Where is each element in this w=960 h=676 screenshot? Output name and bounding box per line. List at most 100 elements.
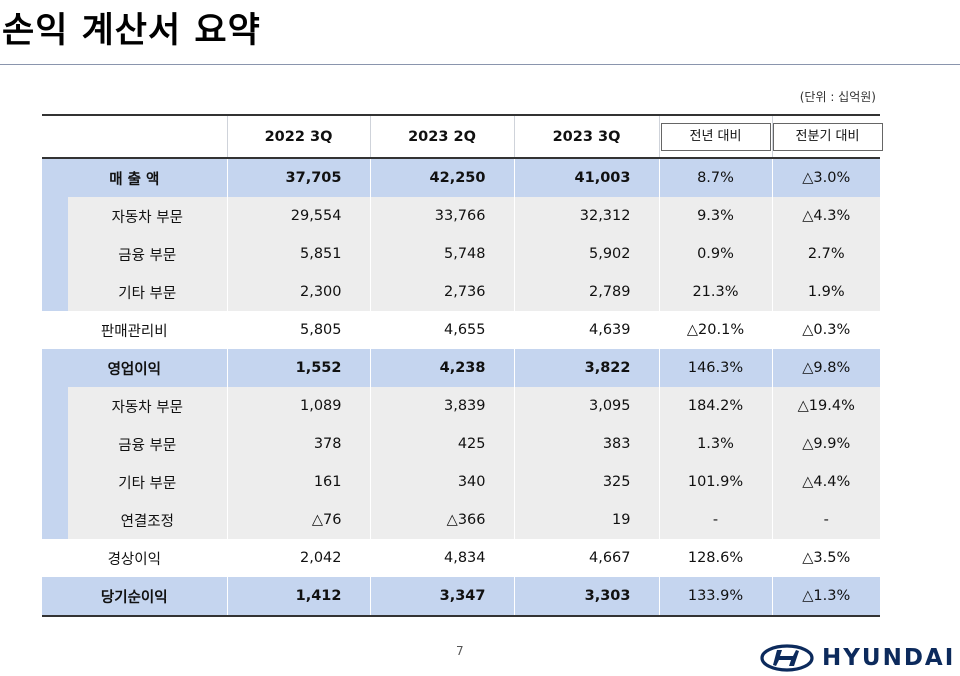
cell-yoy: 8.7% xyxy=(658,158,772,197)
cell-qoq: △19.4% xyxy=(771,387,880,425)
row-label: 기타 부문 xyxy=(68,463,227,501)
cell-qoq: 1.9% xyxy=(771,273,880,311)
income-statement-table: 2022 3Q 2023 2Q 2023 3Q 전년 대비 전분기 대비 매 출… xyxy=(42,114,883,617)
header-2022-3q: 2022 3Q xyxy=(226,115,370,158)
table-row: 자동차 부문 1,089 3,839 3,095 184.2% △19.4% xyxy=(42,387,880,425)
unit-label: (단위 : 십억원) xyxy=(799,90,876,104)
title-divider xyxy=(0,64,960,65)
cell-value: 3,303 xyxy=(513,577,659,616)
cell-yoy: 184.2% xyxy=(658,387,772,425)
table-row: 금융 부문 378 425 383 1.3% △9.9% xyxy=(42,425,880,463)
cell-qoq: △4.3% xyxy=(771,197,880,235)
cell-value: 33,766 xyxy=(369,197,514,235)
table-row-ordinary-profit: 경상이익 2,042 4,834 4,667 128.6% △3.5% xyxy=(42,539,880,577)
row-label: 기타 부문 xyxy=(68,273,227,311)
cell-value: 42,250 xyxy=(369,158,514,197)
cell-qoq: △3.0% xyxy=(771,158,880,197)
cell-yoy: 0.9% xyxy=(658,235,772,273)
row-label: 경상이익 xyxy=(42,539,227,577)
header-empty-cell xyxy=(42,115,227,158)
cell-value: 1,552 xyxy=(226,349,370,387)
header-yoy: 전년 대비 xyxy=(658,115,772,158)
cell-value: 3,095 xyxy=(513,387,659,425)
table-row: 기타 부문 161 340 325 101.9% △4.4% xyxy=(42,463,880,501)
row-label: 당기순이익 xyxy=(42,577,227,616)
cell-value: 4,655 xyxy=(369,311,514,349)
table-row-net-income: 당기순이익 1,412 3,347 3,303 133.9% △1.3% xyxy=(42,577,880,616)
row-stub xyxy=(42,273,68,311)
cell-value: 1,412 xyxy=(226,577,370,616)
table-row-revenue: 매 출 액 37,705 42,250 41,003 8.7% △3.0% xyxy=(42,158,880,197)
cell-yoy: 9.3% xyxy=(658,197,772,235)
row-label: 매 출 액 xyxy=(42,158,227,197)
cell-value: 5,851 xyxy=(226,235,370,273)
table-row: 금융 부문 5,851 5,748 5,902 0.9% 2.7% xyxy=(42,235,880,273)
table-header-row: 2022 3Q 2023 2Q 2023 3Q 전년 대비 전분기 대비 xyxy=(42,115,883,158)
row-label: 자동차 부문 xyxy=(68,197,227,235)
cell-value: △366 xyxy=(369,501,514,539)
row-stub xyxy=(42,501,68,539)
cell-value: 4,667 xyxy=(513,539,659,577)
page-number: 7 xyxy=(456,644,464,658)
cell-qoq: △9.8% xyxy=(771,349,880,387)
cell-yoy: 146.3% xyxy=(658,349,772,387)
cell-value: 2,042 xyxy=(226,539,370,577)
cell-qoq: △3.5% xyxy=(771,539,880,577)
cell-value: 2,789 xyxy=(513,273,659,311)
cell-qoq: △4.4% xyxy=(771,463,880,501)
cell-value: 4,639 xyxy=(513,311,659,349)
cell-value: 383 xyxy=(513,425,659,463)
row-label: 연결조정 xyxy=(68,501,227,539)
row-stub xyxy=(42,463,68,501)
cell-qoq: △0.3% xyxy=(771,311,880,349)
row-label: 영업이익 xyxy=(42,349,227,387)
cell-yoy: 21.3% xyxy=(658,273,772,311)
header-qoq-label: 전분기 대비 xyxy=(772,122,883,151)
table-row: 자동차 부문 29,554 33,766 32,312 9.3% △4.3% xyxy=(42,197,880,235)
cell-value: 3,839 xyxy=(369,387,514,425)
cell-value: 37,705 xyxy=(226,158,370,197)
cell-value: △76 xyxy=(226,501,370,539)
cell-value: 2,300 xyxy=(226,273,370,311)
cell-value: 5,805 xyxy=(226,311,370,349)
row-label: 금융 부문 xyxy=(68,235,227,273)
cell-value: 41,003 xyxy=(513,158,659,197)
cell-yoy: △20.1% xyxy=(658,311,772,349)
cell-value: 378 xyxy=(226,425,370,463)
cell-value: 161 xyxy=(226,463,370,501)
cell-value: 3,822 xyxy=(513,349,659,387)
row-label: 금융 부문 xyxy=(68,425,227,463)
cell-qoq: - xyxy=(771,501,880,539)
cell-value: 340 xyxy=(369,463,514,501)
cell-value: 32,312 xyxy=(513,197,659,235)
header-2023-2q: 2023 2Q xyxy=(369,115,514,158)
cell-qoq: △1.3% xyxy=(771,577,880,616)
header-2023-3q: 2023 3Q xyxy=(513,115,659,158)
row-stub xyxy=(42,235,68,273)
row-label: 자동차 부문 xyxy=(68,387,227,425)
cell-value: 3,347 xyxy=(369,577,514,616)
cell-value: 5,748 xyxy=(369,235,514,273)
cell-qoq: △9.9% xyxy=(771,425,880,463)
table-row-sga: 판매관리비 5,805 4,655 4,639 △20.1% △0.3% xyxy=(42,311,880,349)
cell-value: 29,554 xyxy=(226,197,370,235)
cell-yoy: 128.6% xyxy=(658,539,772,577)
cell-yoy: 1.3% xyxy=(658,425,772,463)
row-label: 판매관리비 xyxy=(42,311,227,349)
cell-value: 325 xyxy=(513,463,659,501)
cell-value: 1,089 xyxy=(226,387,370,425)
table-row-operating-profit: 영업이익 1,552 4,238 3,822 146.3% △9.8% xyxy=(42,349,880,387)
page-title: 손익 계산서 요약 xyxy=(2,11,261,51)
cell-value: 4,834 xyxy=(369,539,514,577)
row-stub xyxy=(42,197,68,235)
cell-value: 2,736 xyxy=(369,273,514,311)
cell-qoq: 2.7% xyxy=(771,235,880,273)
hyundai-logo: HYUNDAI xyxy=(760,640,956,676)
row-stub xyxy=(42,425,68,463)
cell-value: 425 xyxy=(369,425,514,463)
hyundai-emblem-icon xyxy=(760,644,814,672)
cell-yoy: 101.9% xyxy=(658,463,772,501)
table-row: 기타 부문 2,300 2,736 2,789 21.3% 1.9% xyxy=(42,273,880,311)
header-yoy-label: 전년 대비 xyxy=(660,122,771,151)
table-row: 연결조정 △76 △366 19 - - xyxy=(42,501,880,539)
